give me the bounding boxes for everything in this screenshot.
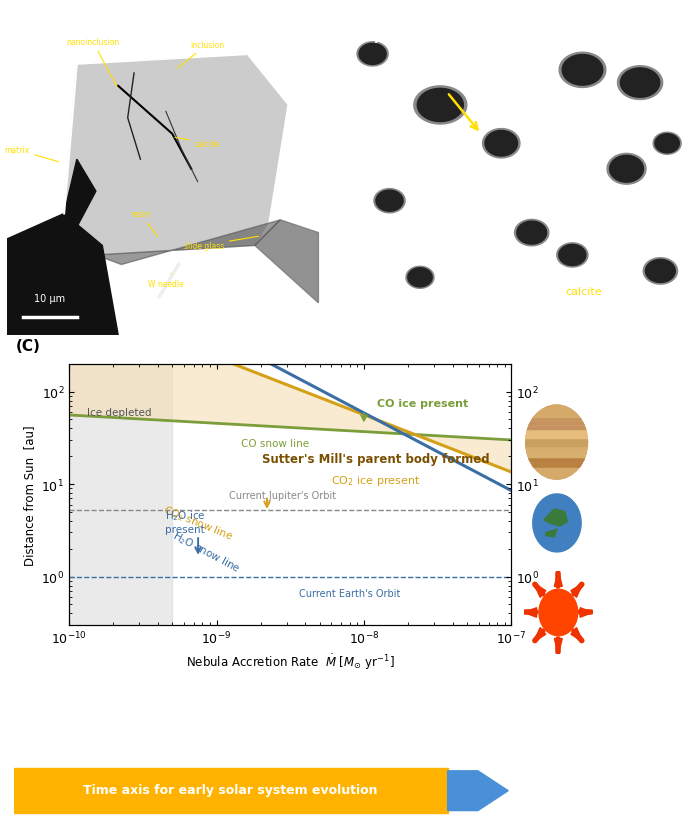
- Polygon shape: [607, 154, 646, 185]
- Polygon shape: [571, 628, 583, 642]
- Text: W needle: W needle: [148, 274, 184, 289]
- Polygon shape: [618, 66, 663, 100]
- Polygon shape: [485, 132, 518, 156]
- Text: resin: resin: [131, 209, 158, 238]
- Text: matrix: matrix: [4, 146, 58, 162]
- Polygon shape: [96, 220, 281, 265]
- Polygon shape: [417, 89, 464, 123]
- Polygon shape: [554, 638, 562, 654]
- Text: H$_2$O snow line: H$_2$O snow line: [170, 528, 243, 575]
- Polygon shape: [533, 494, 581, 552]
- Polygon shape: [7, 160, 96, 335]
- Polygon shape: [408, 268, 432, 287]
- Polygon shape: [7, 214, 118, 335]
- Text: Current Jupiter's Orbit: Current Jupiter's Orbit: [229, 490, 336, 500]
- Polygon shape: [374, 190, 405, 214]
- Text: Ice depleted: Ice depleted: [87, 407, 152, 417]
- Bar: [14, 768, 448, 813]
- Polygon shape: [653, 133, 681, 155]
- Polygon shape: [525, 405, 588, 480]
- Polygon shape: [559, 245, 586, 266]
- Polygon shape: [414, 87, 467, 125]
- Text: inclusion: inclusion: [178, 41, 224, 69]
- Polygon shape: [357, 43, 388, 67]
- Polygon shape: [559, 53, 606, 89]
- Polygon shape: [554, 571, 562, 587]
- Text: H$_2$O ice
present: H$_2$O ice present: [165, 508, 206, 534]
- Polygon shape: [643, 258, 677, 285]
- Polygon shape: [655, 134, 679, 154]
- Polygon shape: [609, 156, 643, 183]
- Polygon shape: [359, 44, 386, 65]
- Text: 10 μm: 10 μm: [35, 293, 66, 304]
- Text: Sutter's Mill's parent body formed: Sutter's Mill's parent body formed: [262, 452, 489, 465]
- Polygon shape: [645, 260, 675, 283]
- Text: 200 nm: 200 nm: [362, 291, 405, 301]
- FancyArrow shape: [448, 771, 508, 811]
- Text: CO$_2$ snow line: CO$_2$ snow line: [161, 503, 235, 543]
- Polygon shape: [517, 222, 547, 245]
- Polygon shape: [545, 530, 557, 537]
- Text: CO$_2$ ice present: CO$_2$ ice present: [331, 474, 420, 488]
- Text: nanoinclusion: nanoinclusion: [66, 37, 120, 88]
- Text: (A): (A): [17, 29, 42, 44]
- Polygon shape: [562, 55, 603, 86]
- Text: calcite: calcite: [565, 287, 603, 297]
- Polygon shape: [544, 509, 567, 527]
- X-axis label: Nebula Accretion Rate  $\dot{M}$ [$M_{\odot}$ yr$^{-1}$]: Nebula Accretion Rate $\dot{M}$ [$M_{\od…: [186, 652, 395, 672]
- Polygon shape: [580, 608, 593, 618]
- Polygon shape: [539, 590, 578, 636]
- Text: CO ice present: CO ice present: [377, 398, 468, 409]
- Text: (B): (B): [356, 29, 381, 44]
- Text: Current Earth's Orbit: Current Earth's Orbit: [299, 589, 400, 599]
- Polygon shape: [255, 220, 319, 304]
- Text: calcite: calcite: [175, 138, 220, 148]
- Text: (C): (C): [16, 339, 41, 354]
- Polygon shape: [557, 243, 588, 267]
- Polygon shape: [64, 55, 287, 256]
- Polygon shape: [571, 584, 583, 598]
- Text: Time axis for early solar system evolution: Time axis for early solar system evoluti…: [84, 783, 378, 797]
- Polygon shape: [515, 220, 549, 247]
- Y-axis label: Distance from Sun  [au]: Distance from Sun [au]: [23, 425, 36, 565]
- Polygon shape: [534, 584, 546, 598]
- Polygon shape: [524, 608, 537, 618]
- Polygon shape: [534, 628, 546, 642]
- Polygon shape: [376, 191, 403, 212]
- Text: slide glass: slide glass: [184, 237, 258, 251]
- Polygon shape: [621, 69, 660, 99]
- Text: CO snow line: CO snow line: [241, 438, 310, 448]
- Polygon shape: [482, 129, 520, 159]
- Polygon shape: [406, 267, 434, 289]
